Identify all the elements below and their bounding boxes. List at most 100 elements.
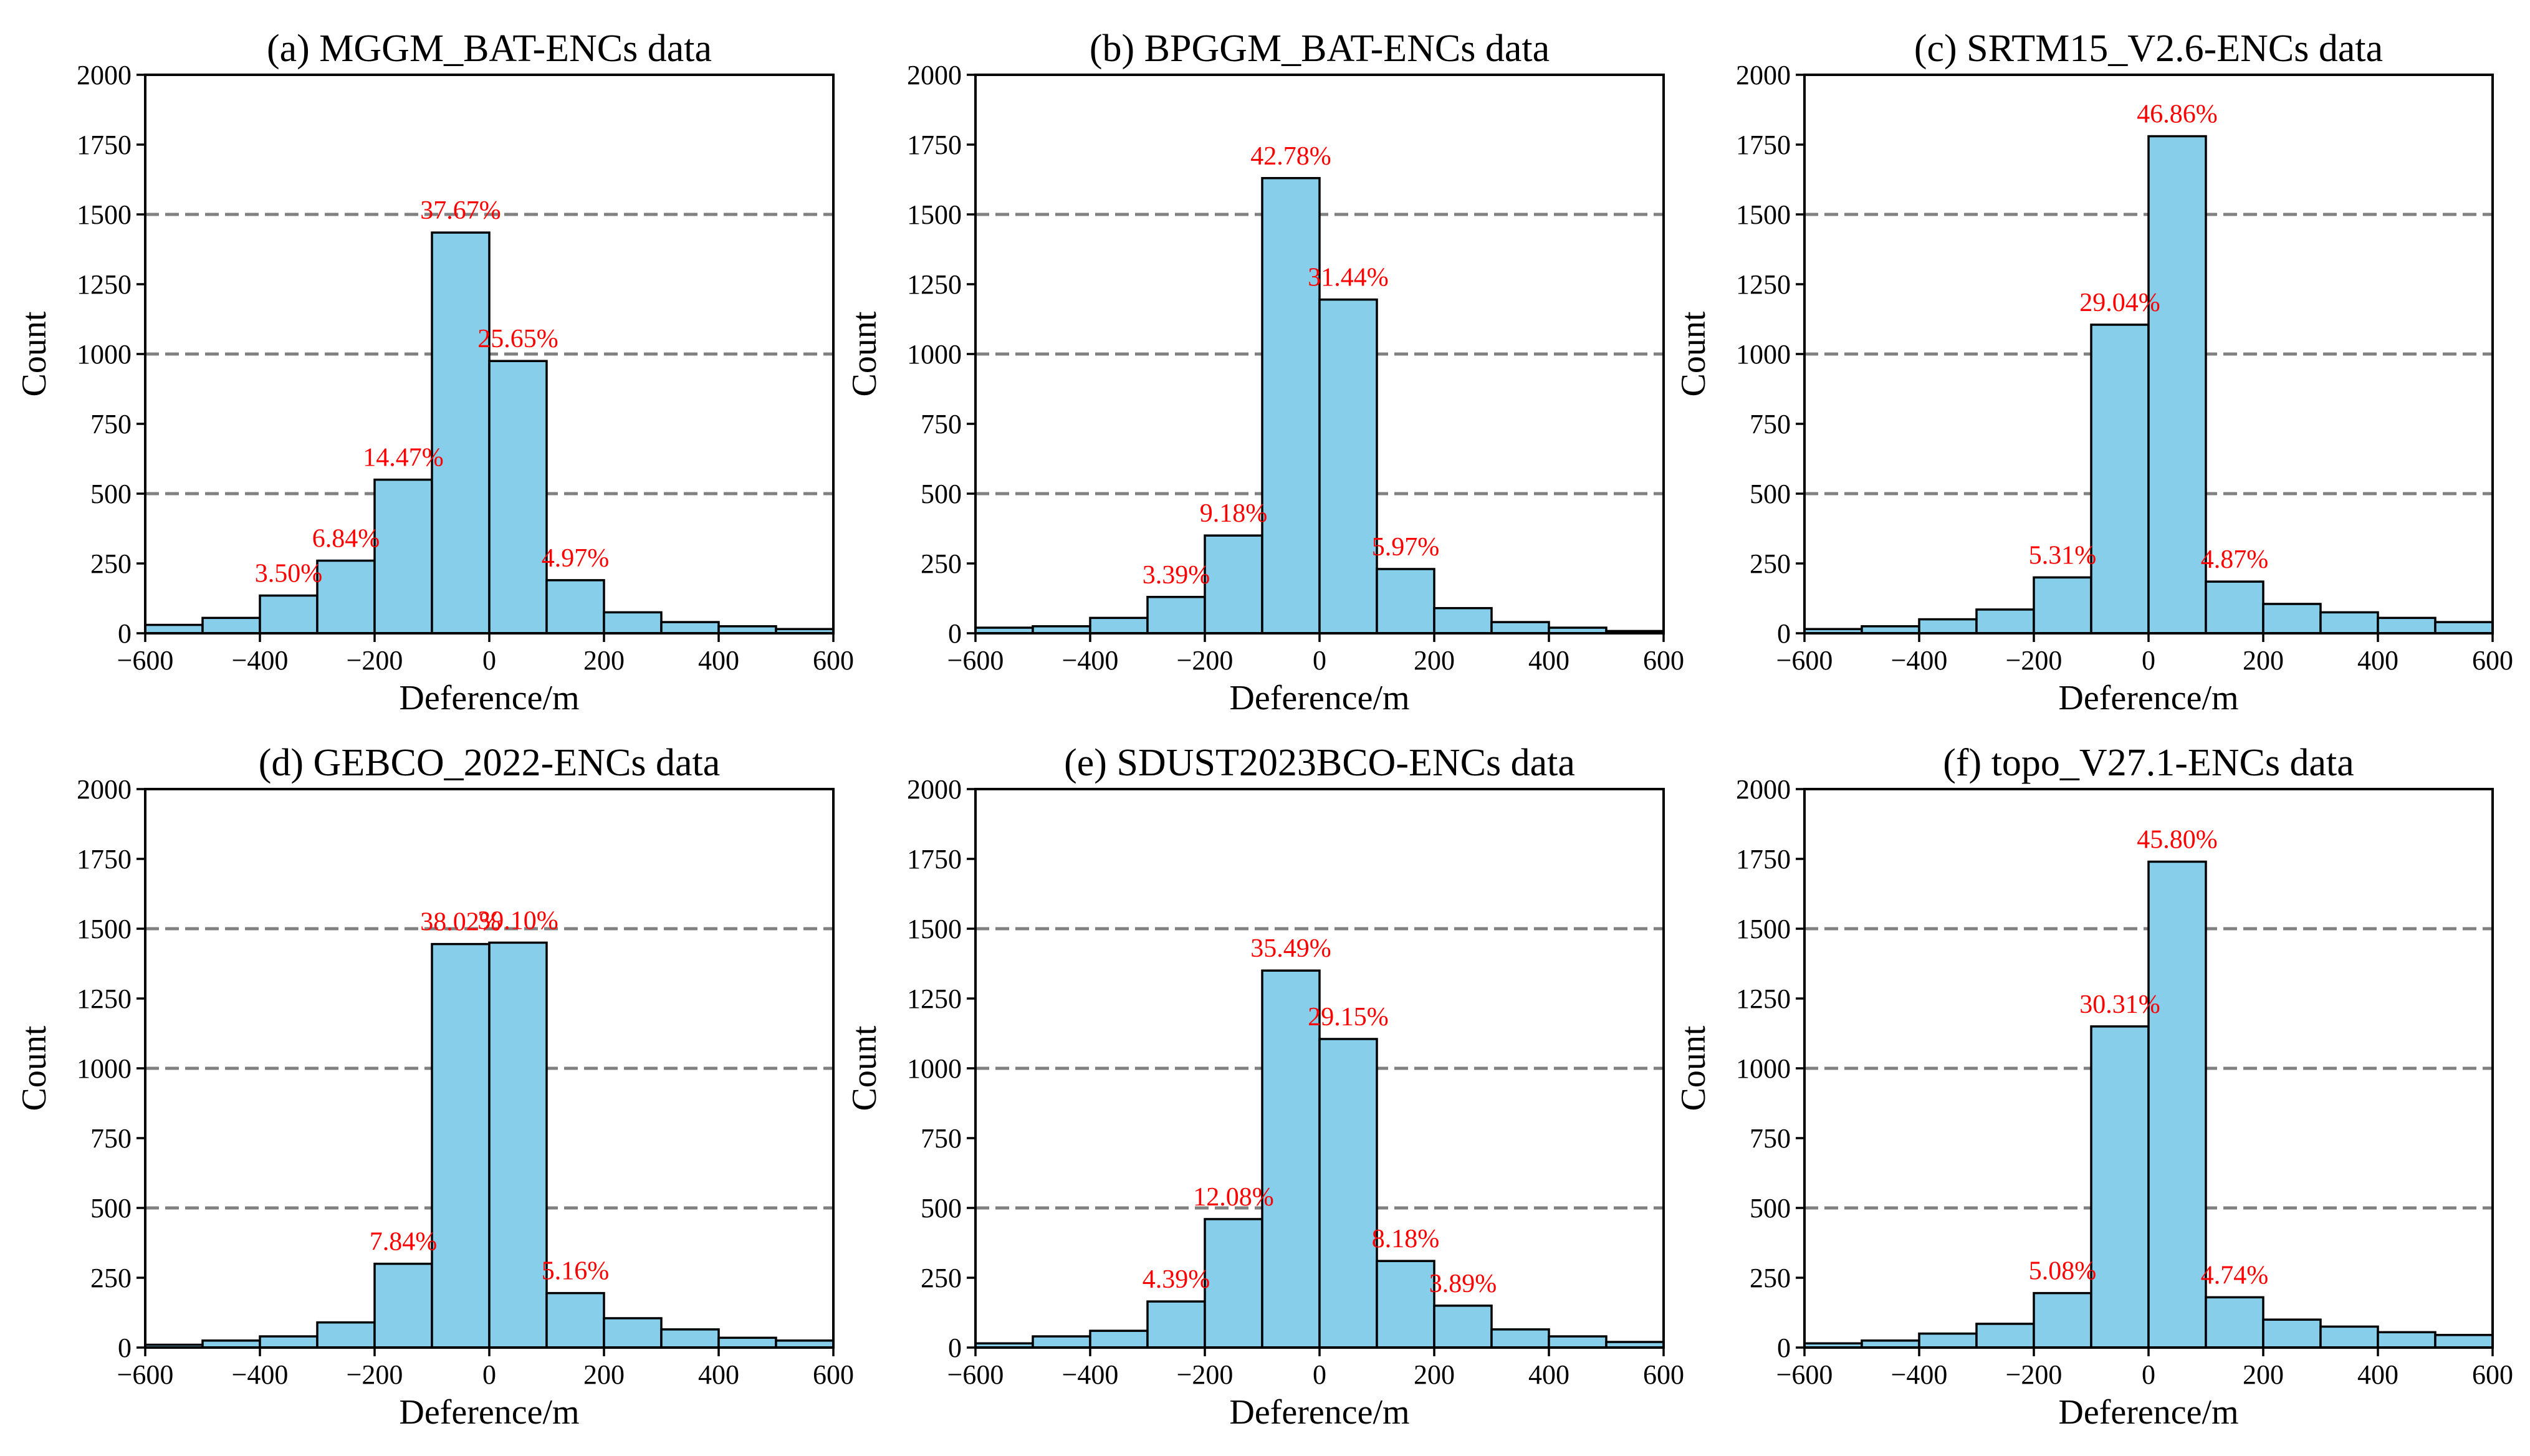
- histogram-bar: [373, 1262, 433, 1349]
- percentage-label: 29.15%: [1308, 1003, 1389, 1032]
- percentage-label: 12.08%: [1193, 1183, 1274, 1212]
- histogram-bar: [2377, 616, 2437, 635]
- y-tick-label: 1000: [77, 1053, 132, 1084]
- percentage-label: 3.50%: [255, 560, 323, 588]
- histogram-bar: [2205, 580, 2264, 635]
- y-tick-label: 1500: [77, 199, 132, 230]
- y-tick-label: 0: [1777, 1333, 1791, 1363]
- x-tick-label: 0: [1313, 645, 1326, 676]
- x-tick-label: 0: [482, 1359, 496, 1390]
- histogram-bar: [1204, 534, 1263, 635]
- y-tick-label: 500: [90, 1193, 132, 1224]
- y-tick-label: 250: [1750, 548, 1791, 579]
- histogram-bar: [545, 579, 605, 635]
- y-tick-label: 250: [90, 1263, 132, 1293]
- y-tick-label: 750: [90, 1123, 132, 1154]
- histogram-bar: [488, 360, 548, 635]
- x-tick-label: 400: [1528, 645, 1569, 676]
- x-tick-label: 0: [1313, 1359, 1326, 1390]
- histogram-bar: [1261, 969, 1321, 1349]
- y-tick-label: 750: [921, 1123, 962, 1154]
- x-tick-label: −400: [232, 645, 289, 676]
- histogram-bar: [1490, 621, 1550, 635]
- y-tick-label: 2000: [1736, 60, 1791, 90]
- percentage-label: 30.31%: [2079, 990, 2160, 1019]
- x-axis-label: Deference/m: [1229, 679, 1409, 717]
- x-tick-label: 400: [2357, 645, 2398, 676]
- percentage-label: 8.18%: [1372, 1225, 1440, 1253]
- x-axis-label: Deference/m: [1229, 1393, 1409, 1432]
- y-tick-label: 500: [90, 479, 132, 509]
- histogram-bar: [1146, 1300, 1206, 1349]
- histogram-bar: [603, 611, 663, 635]
- x-tick-label: 600: [813, 1359, 854, 1390]
- histogram-bar: [660, 621, 720, 635]
- percentage-label: 6.84%: [312, 525, 380, 553]
- percentage-label: 31.44%: [1308, 264, 1389, 292]
- y-tick-label: 1750: [77, 130, 132, 160]
- y-axis-label: Count: [15, 1025, 54, 1111]
- histogram-bar: [1975, 608, 2035, 635]
- histogram-bar: [2033, 1291, 2092, 1349]
- histogram-bar: [2434, 1334, 2494, 1349]
- y-tick-label: 1750: [1736, 130, 1791, 160]
- histogram-bar: [1146, 596, 1206, 635]
- x-tick-label: −200: [1177, 1359, 1234, 1390]
- x-tick-label: −600: [1776, 1359, 1833, 1390]
- y-tick-label: 1750: [1736, 844, 1791, 874]
- y-tick-label: 1500: [907, 199, 962, 230]
- x-tick-label: −400: [1891, 1359, 1948, 1390]
- percentage-label: 14.47%: [363, 444, 444, 472]
- histogram-bar: [2090, 323, 2150, 635]
- percentage-label: 5.08%: [2029, 1257, 2097, 1286]
- x-tick-label: 400: [698, 645, 739, 676]
- x-tick-label: 200: [583, 645, 625, 676]
- percentage-label: 45.80%: [2137, 825, 2218, 854]
- histogram-bar: [1089, 1329, 1149, 1349]
- x-tick-label: 200: [2243, 645, 2284, 676]
- x-tick-label: 400: [1528, 1359, 1569, 1390]
- chart-panel-c: −600 −400 −200 0 200 400 600 0 250 500 750 1000 1250…: [1674, 27, 2513, 717]
- x-tick-label: −200: [1177, 645, 1234, 676]
- percentage-label: 29.04%: [2079, 289, 2160, 317]
- histogram-bar: [2262, 603, 2322, 635]
- histogram-bar: [1433, 1305, 1493, 1349]
- x-tick-label: 0: [482, 645, 496, 676]
- histogram-bar: [1490, 1328, 1550, 1349]
- y-axis-label: Count: [845, 1025, 884, 1111]
- histogram-bar: [201, 616, 261, 635]
- percentage-label: 37.67%: [420, 196, 501, 225]
- percentage-label: 3.39%: [1143, 561, 1210, 590]
- y-tick-label: 1000: [77, 339, 132, 370]
- histogram-bar: [1975, 1323, 2035, 1349]
- x-tick-label: −400: [1891, 645, 1948, 676]
- histogram-bar: [2377, 1331, 2437, 1349]
- x-tick-label: 600: [2472, 1359, 2513, 1390]
- x-tick-label: −400: [1062, 1359, 1119, 1390]
- histogram-bar: [259, 594, 319, 635]
- x-tick-label: 200: [583, 1359, 625, 1390]
- histogram-bar: [373, 478, 433, 635]
- histogram-bar: [1918, 618, 1978, 635]
- percentage-label: 42.78%: [1250, 142, 1331, 171]
- percentage-label: 5.31%: [2029, 541, 2097, 570]
- x-tick-label: −400: [232, 1359, 289, 1390]
- histogram-bar: [2147, 135, 2207, 635]
- x-tick-label: −200: [2006, 1359, 2063, 1390]
- y-axis-label: Count: [15, 311, 54, 396]
- chart-panel-b: −600 −400 −200 0 200 400 600 0 250 500 750 1000 1250…: [845, 27, 1684, 717]
- histogram-bar: [1548, 1335, 1608, 1349]
- percentage-label: 4.39%: [1143, 1265, 1210, 1294]
- y-tick-label: 1250: [907, 984, 962, 1014]
- y-tick-label: 500: [921, 1193, 962, 1224]
- histogram-bar: [1089, 616, 1149, 635]
- percentage-label: 4.97%: [542, 544, 610, 573]
- histogram-bar: [488, 941, 548, 1349]
- x-tick-label: −400: [1062, 645, 1119, 676]
- x-tick-label: 200: [1414, 645, 1455, 676]
- y-tick-label: 2000: [907, 774, 962, 805]
- y-tick-label: 1750: [907, 844, 962, 874]
- percentage-label: 35.49%: [1250, 934, 1331, 963]
- percentage-label: 46.86%: [2137, 100, 2218, 129]
- x-axis-label: Deference/m: [399, 1393, 579, 1432]
